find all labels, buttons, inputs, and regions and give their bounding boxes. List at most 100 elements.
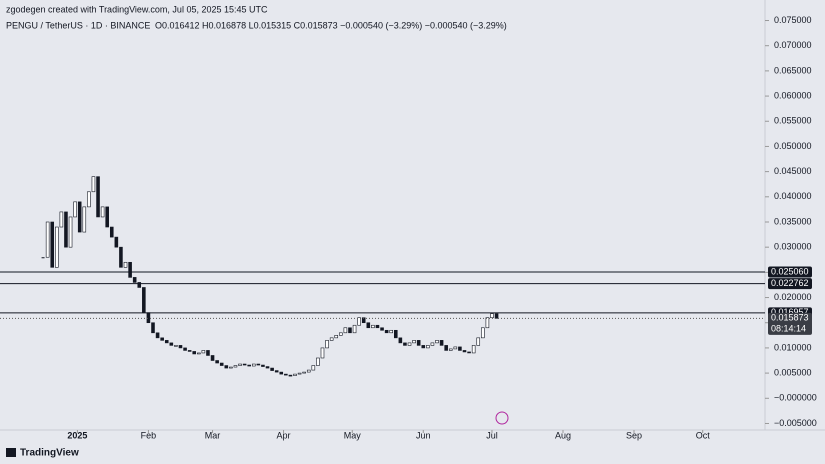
- candle: [302, 371, 306, 374]
- candle: [311, 365, 316, 371]
- candle: [453, 346, 458, 350]
- candle: [123, 261, 128, 268]
- x-tick-label: Jun: [416, 430, 431, 440]
- candle: [114, 236, 119, 248]
- candle: [490, 313, 494, 318]
- x-tick-label: May: [344, 430, 362, 440]
- candle: [398, 337, 403, 344]
- countdown: 08:14:14: [771, 324, 806, 334]
- candle: [288, 374, 293, 377]
- y-tick-label: 0.010000: [774, 342, 812, 352]
- candle: [210, 355, 215, 361]
- candle: [444, 345, 448, 351]
- candle: [91, 176, 96, 193]
- candle: [334, 335, 339, 339]
- candle: [160, 337, 164, 341]
- x-tick-label: Mar: [205, 430, 221, 440]
- candle: [96, 176, 100, 218]
- candle: [435, 340, 439, 344]
- candle: [270, 367, 274, 371]
- last-price-box: [768, 312, 812, 335]
- level-label-box: [768, 278, 812, 290]
- candle: [256, 363, 261, 366]
- candle: [371, 324, 375, 329]
- candle: [206, 350, 210, 356]
- candle: [384, 329, 389, 334]
- x-tick-label: 2025: [67, 430, 87, 440]
- level-label-box: [768, 266, 812, 278]
- candle: [352, 324, 357, 334]
- candle: [73, 201, 77, 218]
- candle: [219, 362, 224, 366]
- candle: [137, 282, 142, 288]
- footer-logo: TradingView: [20, 448, 79, 459]
- candle: [375, 324, 380, 329]
- candle: [247, 364, 251, 367]
- candle: [45, 221, 50, 258]
- candle: [119, 246, 123, 268]
- candle: [251, 363, 256, 367]
- candle: [316, 357, 320, 366]
- y-tick-label: 0.030000: [774, 242, 812, 252]
- candle: [320, 347, 325, 359]
- x-tick-label: Sep: [626, 430, 642, 440]
- candle: [164, 340, 169, 344]
- candle: [105, 206, 109, 228]
- candle: [169, 342, 174, 346]
- candle: [224, 365, 229, 369]
- y-tick-label: −0.000000: [774, 393, 817, 403]
- candle: [462, 350, 467, 353]
- candle: [357, 317, 361, 326]
- candle: [366, 322, 371, 329]
- candle: [146, 312, 151, 324]
- level-label: 0.016957: [771, 307, 809, 317]
- credit: zgodegen created with TradingView.com, J…: [6, 4, 268, 14]
- candle: [128, 261, 132, 278]
- candle: [421, 345, 426, 349]
- candle: [233, 365, 238, 368]
- candle: [426, 345, 430, 349]
- candle: [325, 340, 329, 349]
- candle: [50, 221, 55, 268]
- candle: [59, 211, 64, 228]
- candle: [55, 226, 59, 268]
- candle: [242, 363, 247, 366]
- candle: [407, 342, 412, 346]
- candle: [284, 373, 288, 376]
- candle: [229, 366, 233, 369]
- y-tick-label: −0.005000: [774, 418, 817, 428]
- candle: [485, 317, 490, 329]
- candle: [82, 206, 87, 233]
- candle: [476, 337, 481, 346]
- candle: [481, 327, 485, 339]
- x-tick-label: Oct: [696, 430, 711, 440]
- candle: [439, 340, 444, 346]
- candle: [215, 360, 219, 364]
- candle: [41, 257, 45, 259]
- x-tick-label: Jul: [486, 430, 498, 440]
- candle: [238, 363, 242, 366]
- y-tick-label: 0.005000: [774, 367, 812, 377]
- symbol: PENGU / TetherUS · 1D · BINANCE: [6, 20, 150, 30]
- candle: [178, 345, 183, 349]
- candle: [155, 332, 160, 339]
- candle: [265, 366, 270, 369]
- ohlc: O0.016412 H0.016878 L0.015315 C0.015873 …: [155, 20, 507, 30]
- candle: [471, 345, 476, 354]
- y-tick-label: 0.040000: [774, 191, 812, 201]
- last-price-label: 0.015873: [771, 313, 809, 323]
- candle: [412, 340, 416, 344]
- y-tick-label: 0.070000: [774, 40, 812, 50]
- candle: [339, 332, 343, 336]
- candle: [393, 329, 398, 339]
- level-label: 0.022762: [771, 278, 809, 288]
- candle: [261, 364, 265, 367]
- candle: [201, 350, 206, 354]
- candle: [389, 329, 393, 334]
- candle: [416, 340, 421, 346]
- level-label: 0.025060: [771, 266, 809, 276]
- candle: [279, 371, 284, 375]
